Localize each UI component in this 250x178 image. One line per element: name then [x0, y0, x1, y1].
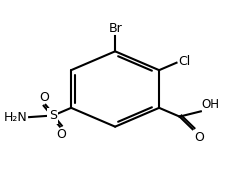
Text: H₂N: H₂N	[4, 111, 28, 124]
Text: OH: OH	[202, 98, 220, 111]
Text: O: O	[56, 128, 66, 141]
Text: Br: Br	[108, 22, 122, 35]
Text: S: S	[49, 109, 57, 122]
Text: Cl: Cl	[178, 55, 191, 68]
Text: O: O	[194, 131, 204, 144]
Text: O: O	[40, 91, 50, 104]
